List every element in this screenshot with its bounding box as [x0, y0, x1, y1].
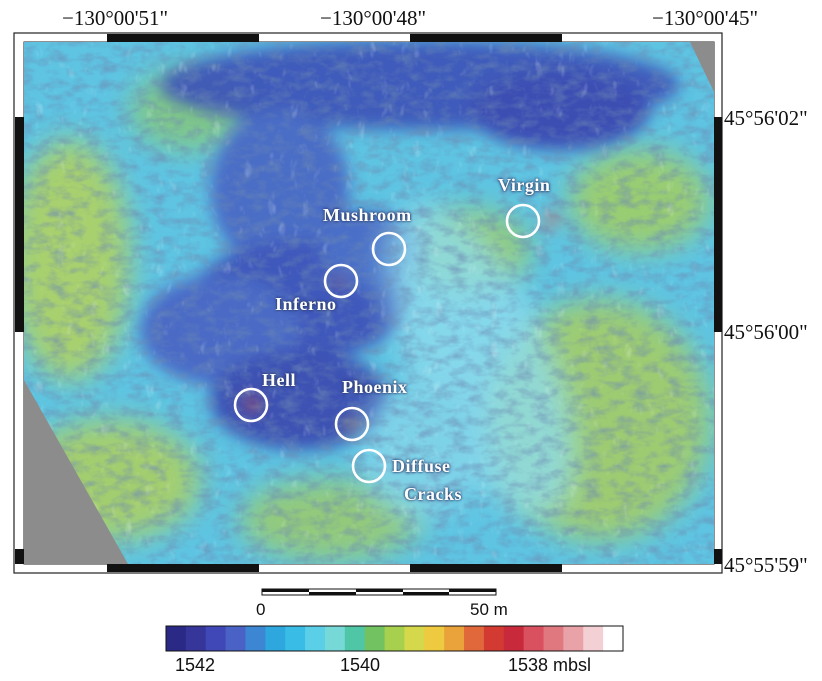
hell-label: Hell: [262, 370, 296, 390]
map-raster: [24, 42, 714, 564]
scale-start-label: 0: [256, 600, 266, 619]
colorbar-swatch: [364, 626, 386, 651]
colorbar-swatch: [404, 626, 425, 651]
latitude-label-3: 45°55'59": [724, 553, 808, 577]
colorbar-swatch: [225, 626, 247, 651]
colorbar-swatch: [563, 626, 584, 651]
colorbar-swatch: [265, 626, 286, 651]
nodata-region-left: [24, 380, 128, 564]
latitude-label-2: 45°56'00": [724, 320, 808, 344]
longitude-label-1: −130°00'51": [62, 6, 169, 30]
colorbar-label-1542: 1542: [175, 655, 216, 675]
cracks-label: Cracks: [404, 484, 462, 504]
colorbar-border: [165, 625, 624, 652]
colorbar-swatch: [324, 626, 346, 651]
nodata-region-topright: [690, 42, 714, 92]
virgin-vent-marker: [505, 203, 541, 239]
colorbar-swatch: [523, 626, 545, 651]
virgin-label: Virgin: [498, 175, 551, 195]
longitude-label-2: −130°00'48": [320, 6, 427, 30]
colorbar-label-1538: 1538 mbsl: [508, 655, 592, 675]
colorbar-swatch: [543, 626, 564, 651]
colorbar-swatch: [444, 626, 465, 651]
frame-ticks: [15, 34, 722, 572]
colorbar-swatch: [424, 626, 445, 651]
longitude-label-3: −130°00'45": [652, 6, 759, 30]
colorbar-swatch: [483, 626, 505, 651]
colorbar-swatch: [583, 626, 604, 651]
inferno-vent-marker: [323, 263, 359, 299]
colorbar-swatch: [344, 626, 366, 651]
mushroom-label: Mushroom: [323, 205, 412, 225]
hell-vent-marker: [233, 387, 269, 423]
diffuse-label: Diffuse: [392, 456, 451, 476]
latitude-label-1: 45°56'02": [724, 106, 808, 130]
colorbar-swatch: [603, 626, 624, 651]
colorbar-label-1540: 1540: [340, 655, 381, 675]
scale-end-label: 50 m: [470, 600, 508, 619]
colorbar-swatch: [285, 626, 306, 651]
inferno-label: Inferno: [275, 294, 337, 314]
phoenix-label: Phoenix: [342, 377, 408, 397]
colorbar-swatch: [205, 626, 227, 651]
colorbar-swatch: [384, 626, 406, 651]
colorbar-swatch: [245, 626, 266, 651]
colorbar-swatch: [464, 626, 485, 651]
colorbar-swatch: [185, 626, 207, 651]
colorbar-swatch: [166, 626, 187, 651]
colorbar: [166, 626, 624, 651]
colorbar-swatch: [305, 626, 326, 651]
scale-bar: [261, 588, 497, 596]
mushroom-vent-marker: [371, 231, 407, 267]
phoenix-vent-marker: [334, 406, 370, 442]
diffuse-cracks-marker: [351, 448, 387, 484]
colorbar-swatch: [503, 626, 525, 651]
